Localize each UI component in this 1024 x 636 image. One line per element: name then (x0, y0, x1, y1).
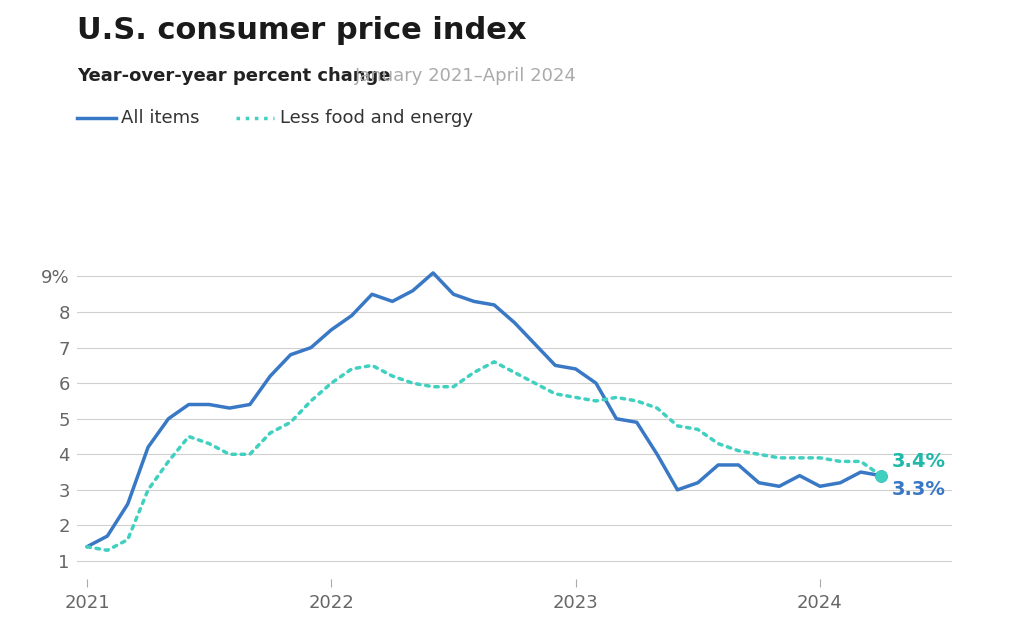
Text: 3.3%: 3.3% (892, 480, 946, 499)
Text: All items: All items (121, 109, 200, 127)
Text: Less food and energy: Less food and energy (280, 109, 472, 127)
Text: Year-over-year percent change: Year-over-year percent change (77, 67, 390, 85)
Text: 3.4%: 3.4% (892, 452, 946, 471)
Text: January 2021–April 2024: January 2021–April 2024 (355, 67, 578, 85)
Text: U.S. consumer price index: U.S. consumer price index (77, 16, 526, 45)
